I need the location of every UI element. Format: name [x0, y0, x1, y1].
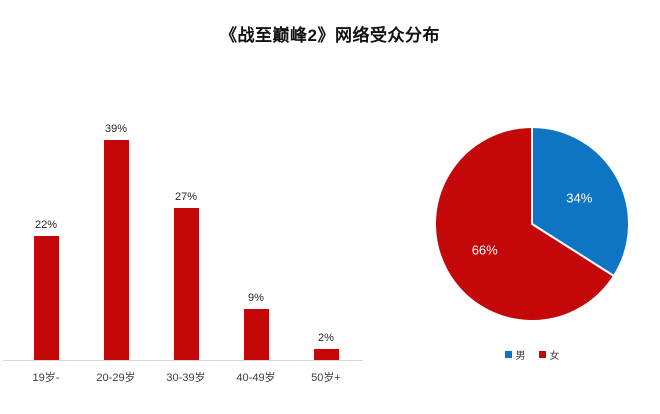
age-bar-chart: 22% 19岁- 39% 20-29岁 27% 30-39岁 9% 40-49岁 2% 50岁+	[3, 123, 363, 384]
legend-item-female: 女	[538, 347, 560, 362]
pie-slice-female	[434, 126, 615, 322]
bar-value-label: 27%	[174, 191, 198, 203]
bar-age-1	[103, 140, 129, 360]
bar-age-0	[33, 236, 59, 360]
legend-swatch	[538, 351, 546, 358]
bar-age-3	[243, 309, 269, 360]
page-title: 《战至巅峰2》网络受众分布	[220, 26, 440, 45]
bar-value-label: 39%	[104, 123, 128, 135]
bar-value-label: 9%	[248, 292, 264, 304]
legend-item-male: 男	[504, 347, 526, 362]
bar-category-label: 20-29岁	[96, 372, 136, 384]
pie-value-label: 66%	[472, 243, 498, 258]
bar-value-label: 22%	[34, 219, 58, 231]
bar-category-label: 40-49岁	[236, 372, 276, 384]
pie-value-label: 34%	[566, 191, 592, 206]
bar-age-4	[313, 349, 339, 360]
pie-legend: 男女	[422, 347, 642, 362]
bar-age-2	[173, 208, 199, 360]
legend-label: 女	[549, 351, 560, 362]
bar-category-label: 50岁+	[311, 372, 341, 384]
legend-swatch	[504, 351, 512, 358]
bar-category-label: 30-39岁	[166, 372, 206, 384]
bar-category-label: 19岁-	[32, 372, 60, 384]
x-axis-line	[3, 360, 363, 361]
legend-label: 男	[515, 351, 526, 362]
gender-pie-chart: 34% 66%	[434, 126, 630, 322]
bar-value-label: 2%	[318, 332, 334, 344]
